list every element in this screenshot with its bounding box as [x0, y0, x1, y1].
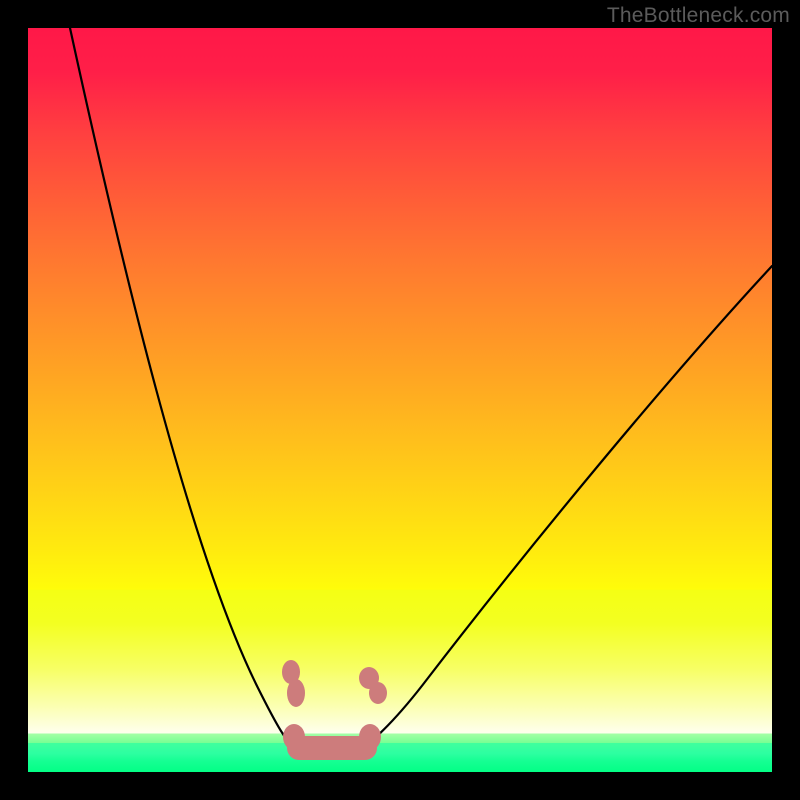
plot-area: [28, 28, 772, 772]
curve-left: [70, 28, 298, 753]
data-marker: [369, 682, 387, 704]
bottleneck-curve-svg: [28, 28, 772, 772]
curve-right: [358, 266, 772, 753]
watermark-text: TheBottleneck.com: [607, 4, 790, 28]
data-marker: [287, 679, 305, 707]
